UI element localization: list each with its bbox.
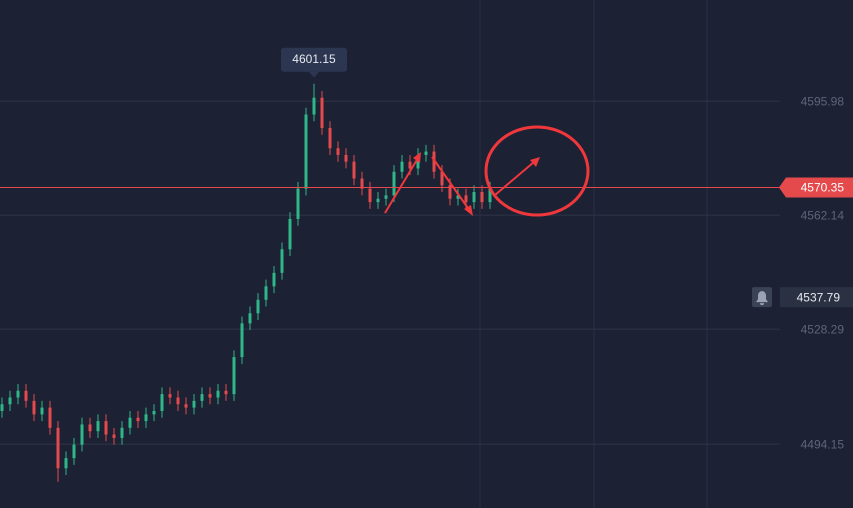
candle-body bbox=[200, 394, 204, 401]
last-price-box bbox=[779, 177, 853, 198]
candle-body bbox=[328, 128, 332, 149]
candle-body bbox=[280, 249, 284, 273]
candle-body bbox=[136, 417, 140, 422]
candle-body bbox=[144, 414, 148, 422]
candle-body bbox=[112, 434, 116, 438]
peak-label-pointer bbox=[309, 71, 319, 78]
peak-label: 4601.15 bbox=[292, 52, 336, 66]
peak-label-box bbox=[281, 47, 347, 72]
candle-body bbox=[184, 404, 188, 408]
candle-body bbox=[360, 178, 364, 189]
candle-body bbox=[16, 390, 20, 398]
candle-body bbox=[32, 400, 36, 415]
annotations bbox=[384, 125, 590, 217]
candle-body bbox=[8, 397, 12, 405]
candle-body bbox=[488, 188, 492, 203]
plot: 4494.15 4528.29 4562.14 4595.98 4601.15 4570.… bbox=[0, 47, 853, 482]
candle-body bbox=[232, 357, 236, 395]
candle-body bbox=[40, 407, 44, 415]
alert-price-label: 4537.79 bbox=[797, 290, 841, 304]
candle-body bbox=[80, 424, 84, 445]
candle-body bbox=[272, 272, 276, 287]
candle-body bbox=[456, 195, 460, 199]
candle-body bbox=[336, 148, 340, 155]
candle-body bbox=[480, 192, 484, 203]
candle-body bbox=[160, 394, 164, 411]
arrow bbox=[431, 156, 471, 212]
y-tick-label: 4562.14 bbox=[801, 208, 845, 222]
candle-body bbox=[448, 185, 452, 199]
candle-body bbox=[344, 154, 348, 162]
candle-body bbox=[64, 458, 68, 469]
candle-body bbox=[120, 427, 124, 438]
arrow-head bbox=[464, 205, 473, 216]
candle-body bbox=[440, 171, 444, 186]
y-tick-label: 4494.15 bbox=[801, 437, 845, 451]
candle-body bbox=[312, 97, 316, 115]
candle-body bbox=[256, 299, 260, 314]
candle-body bbox=[56, 427, 60, 469]
candle-body bbox=[296, 188, 300, 219]
candle-body bbox=[240, 323, 244, 358]
candle-body bbox=[224, 390, 228, 395]
candle-body bbox=[376, 198, 380, 203]
candle-body bbox=[432, 151, 436, 172]
alert-price-box bbox=[780, 287, 853, 308]
candle-body bbox=[304, 114, 308, 189]
candle-body bbox=[416, 154, 420, 169]
last-price-label: 4570.35 bbox=[801, 181, 845, 195]
candle-body bbox=[0, 404, 4, 411]
candle-body bbox=[192, 400, 196, 408]
candle-body bbox=[408, 161, 412, 169]
candle-body bbox=[216, 390, 220, 398]
arrow-head bbox=[530, 157, 540, 167]
y-tick-label: 4528.29 bbox=[801, 322, 845, 336]
candle-body bbox=[320, 97, 324, 129]
candle-body bbox=[288, 218, 292, 250]
candle-body bbox=[24, 390, 28, 401]
candle-body bbox=[464, 195, 468, 203]
candle-body bbox=[424, 151, 428, 155]
candle-body bbox=[152, 410, 156, 415]
candle-body bbox=[352, 161, 356, 179]
candle-body bbox=[72, 444, 76, 459]
candle-body bbox=[208, 394, 212, 398]
candle-body bbox=[264, 286, 268, 300]
candle-body bbox=[392, 171, 396, 196]
candle-body bbox=[248, 313, 252, 324]
y-tick-label: 4595.98 bbox=[801, 94, 845, 108]
arrow bbox=[494, 161, 535, 196]
candle-body bbox=[472, 192, 476, 203]
candle-body bbox=[176, 397, 180, 405]
candle-body bbox=[384, 195, 388, 199]
highlight-circle bbox=[484, 125, 590, 217]
arrow-head bbox=[413, 152, 421, 163]
candle-body bbox=[128, 417, 132, 428]
candle-body bbox=[96, 421, 100, 432]
candle-body bbox=[368, 188, 372, 203]
candle-body bbox=[88, 424, 92, 432]
candle-body bbox=[168, 394, 172, 398]
candle-body bbox=[48, 407, 52, 428]
alert-bell bbox=[756, 291, 768, 306]
arrow bbox=[384, 157, 419, 214]
candle-body bbox=[400, 161, 404, 172]
candle-body bbox=[104, 421, 108, 435]
